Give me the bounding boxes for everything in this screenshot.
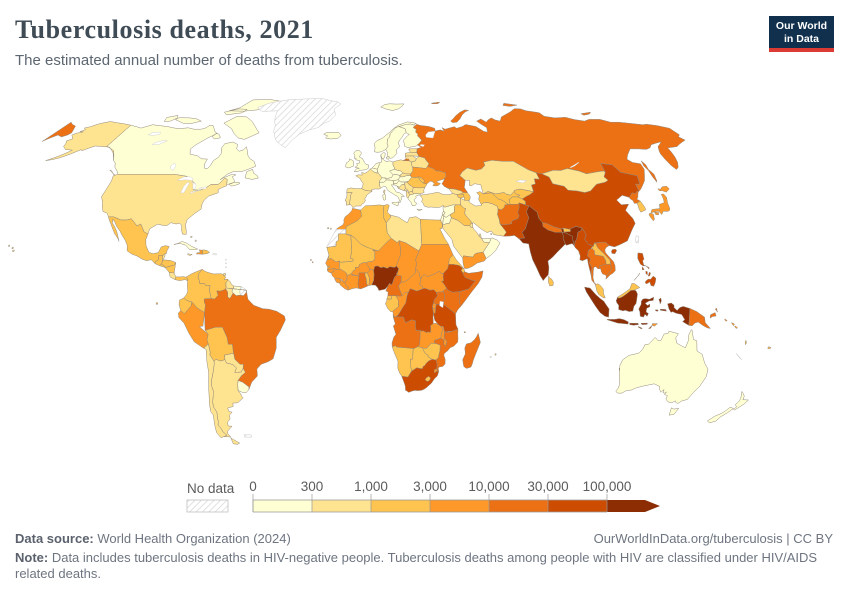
svg-text:300: 300 — [301, 479, 324, 494]
svg-text:3,000: 3,000 — [413, 479, 447, 494]
svg-text:10,000: 10,000 — [468, 479, 509, 494]
svg-text:1,000: 1,000 — [354, 479, 388, 494]
svg-text:30,000: 30,000 — [527, 479, 568, 494]
svg-text:0: 0 — [249, 479, 257, 494]
svg-text:100,000: 100,000 — [583, 479, 632, 494]
svg-text:No data: No data — [187, 481, 235, 496]
